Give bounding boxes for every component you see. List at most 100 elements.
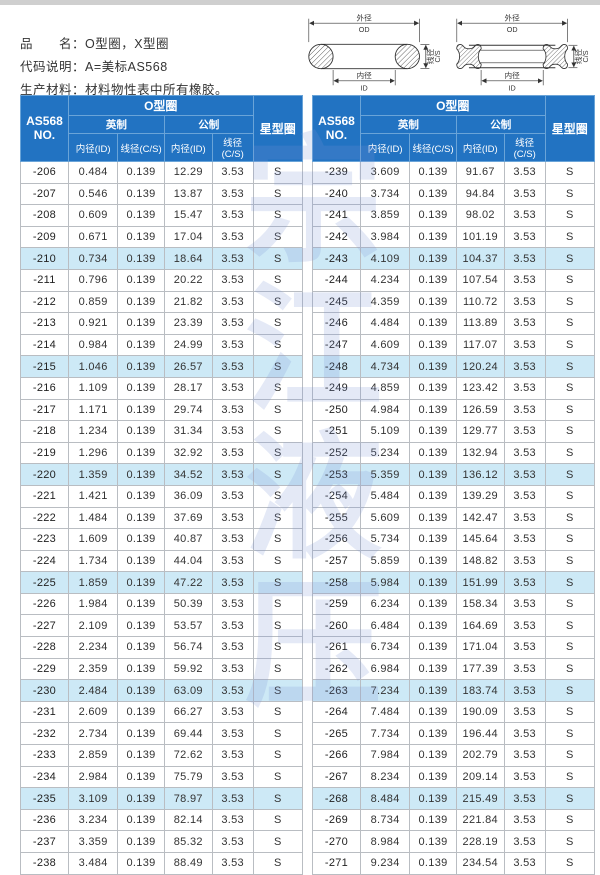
cell-cs-metric: 3.53 — [503, 614, 546, 638]
cell-star-ring: S — [252, 852, 304, 875]
cell-as568-no: -238 — [20, 852, 69, 875]
table-row: -209 0.671 0.139 17.04 3.53 S — [20, 225, 304, 249]
cell-id-imperial: 3.359 — [67, 830, 119, 853]
cell-as568-no: -269 — [312, 808, 361, 832]
table-row: -246 4.484 0.139 113.89 3.53 S — [312, 312, 596, 335]
cell-cs-imperial: 0.139 — [117, 463, 165, 486]
code-description-line: 代码说明：A=美标AS568 — [20, 60, 168, 75]
cell-id-imperial: 8.734 — [359, 808, 411, 832]
table-row: -213 0.921 0.139 23.39 3.53 S — [20, 312, 304, 335]
cell-star-ring: S — [544, 355, 596, 378]
cell-star-ring: S — [252, 506, 304, 530]
cell-id-metric: 85.32 — [163, 830, 213, 853]
cell-cs-imperial: 0.139 — [409, 549, 457, 573]
cell-as568-no: -254 — [312, 484, 361, 508]
table-row: -223 1.609 0.139 40.87 3.53 S — [20, 528, 304, 551]
cell-id-imperial: 1.734 — [67, 549, 119, 573]
table-row: -259 6.234 0.139 158.34 3.53 S — [312, 592, 596, 616]
cell-as568-no: -256 — [312, 528, 361, 551]
cell-cs-metric: 3.53 — [211, 506, 254, 530]
cell-cs-metric: 3.53 — [211, 636, 254, 659]
cell-id-metric: 139.29 — [455, 484, 505, 508]
table-row: -234 2.984 0.139 75.79 3.53 S — [20, 765, 304, 789]
cell-star-ring: S — [252, 722, 304, 746]
cell-cs-imperial: 0.139 — [409, 290, 457, 314]
cell-cs-metric: 3.53 — [211, 765, 254, 789]
table-row: -264 7.484 0.139 190.09 3.53 S — [312, 700, 596, 724]
cell-cs-metric: 3.53 — [503, 852, 546, 875]
table-row: -253 5.359 0.139 136.12 3.53 S — [312, 463, 596, 486]
material-line: 生产材料：材料物性表中所有橡胶。 — [20, 83, 229, 98]
cell-star-ring: S — [544, 420, 596, 443]
cell-id-imperial: 6.484 — [359, 614, 411, 638]
page-header: 品 名：O型圈，X型圈 代码说明：A=美标AS568 生产材料：材料物性表中所有… — [0, 5, 600, 98]
cell-star-ring: S — [252, 592, 304, 616]
cell-cs-metric: 3.53 — [503, 182, 546, 206]
cell-cs-metric: 3.53 — [503, 376, 546, 400]
cell-cs-metric: 3.53 — [211, 830, 254, 853]
table-row: -208 0.609 0.139 15.47 3.53 S — [20, 204, 304, 227]
cell-id-metric: 129.77 — [455, 420, 505, 443]
cell-star-ring: S — [544, 679, 596, 702]
product-name-line: 品 名：O型圈，X型圈 — [20, 37, 170, 51]
table-row: -225 1.859 0.139 47.22 3.53 S — [20, 571, 304, 594]
cell-id-imperial: 6.734 — [359, 636, 411, 659]
oring-diagram: 外径 OD 内径 ID 线径 C/S — [308, 13, 442, 93]
cell-cs-metric: 3.53 — [211, 852, 254, 875]
cell-as568-no: -207 — [20, 182, 69, 206]
cell-cs-imperial: 0.139 — [117, 290, 165, 314]
cell-id-metric: 66.27 — [163, 700, 213, 724]
cell-cs-imperial: 0.139 — [117, 312, 165, 335]
cell-id-imperial: 3.484 — [67, 852, 119, 875]
cell-star-ring: S — [252, 204, 304, 227]
cell-star-ring: S — [544, 290, 596, 314]
cell-cs-imperial: 0.139 — [117, 852, 165, 875]
cs-label: 线径 — [425, 49, 435, 65]
cell-cs-imperial: 0.139 — [117, 528, 165, 551]
cell-as568-no: -241 — [312, 204, 361, 227]
cell-as568-no: -211 — [20, 268, 69, 292]
cell-id-imperial: 4.109 — [359, 247, 411, 270]
xring-cross-section-left — [456, 44, 482, 69]
cell-cs-imperial: 0.139 — [117, 592, 165, 616]
table-row: -229 2.359 0.139 59.92 3.53 S — [20, 657, 304, 681]
cell-as568-no: -257 — [312, 549, 361, 573]
xring-diagram: 外径 OD 内径 ID 线径 C/S — [456, 13, 590, 93]
cell-cs-imperial: 0.139 — [409, 657, 457, 681]
cell-cs-imperial: 0.139 — [117, 700, 165, 724]
cell-as568-no: -271 — [312, 852, 361, 875]
cell-id-imperial: 8.984 — [359, 830, 411, 853]
cell-id-metric: 117.07 — [455, 333, 505, 357]
cell-id-metric: 20.22 — [163, 268, 213, 292]
id-abbr: ID — [361, 84, 368, 93]
cell-id-imperial: 5.984 — [359, 571, 411, 594]
cell-id-metric: 228.19 — [455, 830, 505, 853]
cell-id-imperial: 2.859 — [67, 744, 119, 767]
size-tables: AS568 NO. O型圈 星型圈 英制 公制 内径(ID) 线径(C/S) 内… — [0, 95, 600, 875]
cell-as568-no: -265 — [312, 722, 361, 746]
table-row: -243 4.109 0.139 104.37 3.53 S — [312, 247, 596, 270]
cell-as568-no: -231 — [20, 700, 69, 724]
cell-cs-metric: 3.53 — [211, 549, 254, 573]
cell-star-ring: S — [252, 571, 304, 594]
cell-as568-no: -270 — [312, 830, 361, 853]
cell-as568-no: -228 — [20, 636, 69, 659]
cell-id-metric: 221.84 — [455, 808, 505, 832]
cell-id-imperial: 2.109 — [67, 614, 119, 638]
cell-id-metric: 171.04 — [455, 636, 505, 659]
table-row: -235 3.109 0.139 78.97 3.53 S — [20, 787, 304, 810]
cell-id-metric: 26.57 — [163, 355, 213, 378]
cell-id-metric: 37.69 — [163, 506, 213, 530]
table-row: -211 0.796 0.139 20.22 3.53 S — [20, 268, 304, 292]
table-row: -210 0.734 0.139 18.64 3.53 S — [20, 247, 304, 270]
cell-star-ring: S — [544, 312, 596, 335]
table-row: -250 4.984 0.139 126.59 3.53 S — [312, 398, 596, 422]
cell-id-imperial: 5.609 — [359, 506, 411, 530]
cell-id-imperial: 1.234 — [67, 420, 119, 443]
cell-as568-no: -258 — [312, 571, 361, 594]
cell-cs-metric: 3.53 — [503, 830, 546, 853]
cell-id-imperial: 1.421 — [67, 484, 119, 508]
cell-cs-imperial: 0.139 — [117, 420, 165, 443]
cell-as568-no: -224 — [20, 549, 69, 573]
cell-cs-imperial: 0.139 — [117, 161, 165, 184]
